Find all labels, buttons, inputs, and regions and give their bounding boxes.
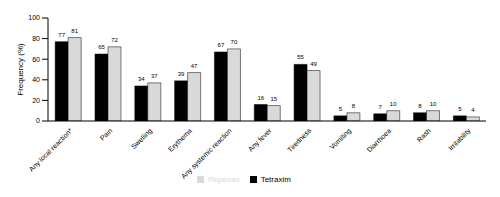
svg-text:55: 55	[297, 54, 304, 60]
svg-text:47: 47	[191, 63, 198, 69]
svg-text:10: 10	[430, 101, 437, 107]
svg-text:10: 10	[390, 101, 397, 107]
svg-text:16: 16	[257, 95, 264, 101]
svg-text:72: 72	[111, 37, 118, 43]
svg-text:8: 8	[418, 103, 422, 109]
svg-text:15: 15	[270, 96, 277, 102]
svg-text:20: 20	[32, 97, 40, 104]
svg-text:Any local reaction*: Any local reaction*	[28, 127, 75, 174]
svg-text:Pain: Pain	[99, 127, 114, 142]
svg-text:77: 77	[58, 32, 65, 38]
svg-text:34: 34	[138, 76, 145, 82]
svg-text:37: 37	[151, 73, 158, 79]
svg-text:8: 8	[352, 103, 356, 109]
svg-text:Vomiting: Vomiting	[328, 127, 353, 152]
svg-text:Any fever: Any fever	[247, 126, 274, 153]
svg-text:49: 49	[310, 61, 317, 67]
svg-text:40: 40	[32, 76, 40, 83]
svg-text:81: 81	[71, 28, 78, 34]
svg-text:70: 70	[231, 39, 238, 45]
svg-text:Any systemic reaction: Any systemic reaction	[180, 127, 234, 181]
svg-text:Irritability: Irritability	[447, 127, 473, 153]
svg-text:Swelling: Swelling	[130, 127, 154, 151]
svg-text:60: 60	[32, 56, 40, 63]
svg-text:Tiredness: Tiredness	[286, 127, 313, 154]
svg-text:100: 100	[28, 14, 40, 21]
svg-text:Diarrhoea: Diarrhoea	[365, 127, 392, 154]
svg-text:80: 80	[32, 35, 40, 42]
svg-text:65: 65	[98, 44, 105, 50]
svg-text:Erythema: Erythema	[167, 127, 194, 154]
svg-text:Frequency (%): Frequency (%)	[16, 43, 25, 96]
svg-text:5: 5	[458, 106, 462, 112]
svg-text:39: 39	[178, 71, 185, 77]
svg-text:7: 7	[379, 104, 383, 110]
svg-text:5: 5	[339, 106, 343, 112]
svg-text:67: 67	[218, 42, 225, 48]
svg-text:Rash: Rash	[415, 127, 432, 144]
svg-text:0: 0	[36, 117, 40, 124]
svg-text:4: 4	[471, 107, 475, 113]
